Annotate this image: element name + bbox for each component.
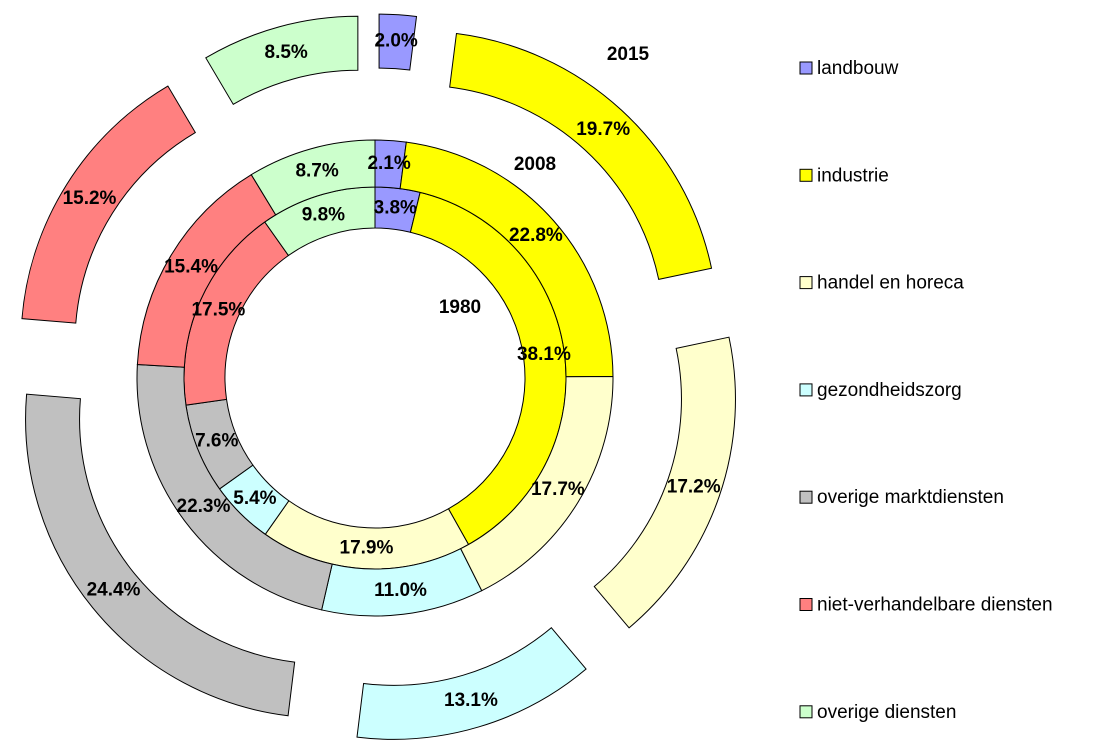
data-label: 9.8%: [302, 205, 345, 226]
data-label: 38.1%: [517, 344, 571, 365]
data-label: 2.1%: [367, 153, 410, 174]
legend-swatch: [799, 61, 813, 75]
legend-swatch: [799, 383, 813, 397]
data-label: 13.1%: [444, 690, 498, 711]
data-label: 3.8%: [374, 198, 417, 219]
legend-label: overige diensten: [817, 702, 956, 723]
data-label: 8.5%: [265, 42, 308, 63]
series-name: 2008: [514, 154, 556, 175]
legend-label: gezondheidszorg: [817, 380, 962, 401]
legend-swatch: [799, 276, 813, 290]
ring-segment: [449, 32, 713, 280]
data-label: 24.4%: [87, 580, 141, 601]
data-label: 17.7%: [531, 479, 585, 500]
legend-label: handel en horeca: [817, 273, 964, 294]
legend-swatch: [799, 705, 813, 719]
data-label: 17.2%: [667, 477, 721, 498]
ring-segment: [356, 627, 587, 740]
ring-segment: [593, 336, 736, 629]
data-label: 8.7%: [295, 160, 338, 181]
ring-segment: [378, 13, 418, 71]
data-label: 5.4%: [233, 488, 276, 509]
ring-segment: [25, 393, 296, 717]
data-label: 2.0%: [374, 31, 417, 52]
ring-segment: [21, 85, 197, 324]
legend-label: niet-verhandelbare diensten: [817, 595, 1053, 616]
legend-label: overige marktdiensten: [817, 487, 1004, 508]
data-label: 7.6%: [195, 430, 238, 451]
ring-segment: [205, 15, 359, 106]
data-label: 11.0%: [374, 580, 427, 601]
series-name: 1980: [439, 297, 481, 318]
data-label: 19.7%: [576, 119, 630, 140]
legend-label: landbouw: [817, 58, 899, 79]
legend-swatch: [799, 490, 813, 504]
legend-label: industrie: [817, 165, 889, 186]
data-label: 22.3%: [177, 496, 231, 517]
data-label: 15.4%: [164, 257, 218, 278]
data-label: 22.8%: [509, 225, 563, 246]
data-label: 17.5%: [191, 300, 245, 321]
ring-segment: [250, 139, 376, 216]
series-name: 2015: [607, 44, 650, 65]
data-label: 17.9%: [340, 537, 394, 558]
legend-swatch: [799, 598, 813, 611]
data-label: 15.2%: [63, 188, 117, 209]
legend-swatch: [799, 168, 813, 182]
